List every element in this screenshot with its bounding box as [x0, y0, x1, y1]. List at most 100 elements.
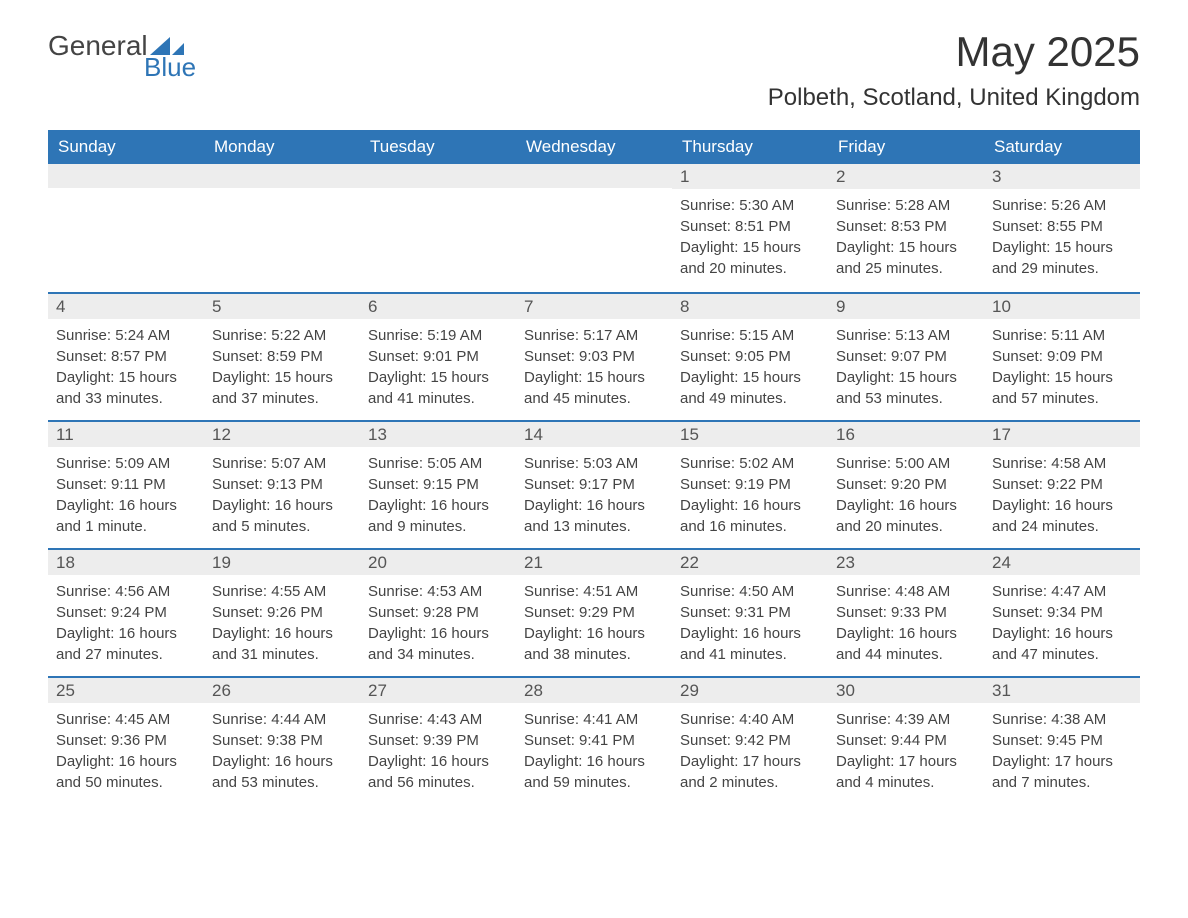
daylight-text: Daylight: 16 hours and 27 minutes. [56, 623, 196, 665]
title-block: May 2025 Polbeth, Scotland, United Kingd… [768, 28, 1140, 112]
sunrise-text: Sunrise: 5:24 AM [56, 325, 196, 346]
day-number: 15 [672, 422, 828, 447]
daylight-text: Daylight: 16 hours and 20 minutes. [836, 495, 976, 537]
sunset-text: Sunset: 9:29 PM [524, 602, 664, 623]
day-number: 7 [516, 294, 672, 319]
page-header: General Blue May 2025 Polbeth, Scotland,… [48, 28, 1140, 112]
day-details: Sunrise: 5:13 AMSunset: 9:07 PMDaylight:… [828, 319, 984, 417]
day-number: 27 [360, 678, 516, 703]
sunset-text: Sunset: 9:33 PM [836, 602, 976, 623]
week-row: 18Sunrise: 4:56 AMSunset: 9:24 PMDayligh… [48, 548, 1140, 676]
day-cell: 8Sunrise: 5:15 AMSunset: 9:05 PMDaylight… [672, 294, 828, 420]
daylight-text: Daylight: 15 hours and 37 minutes. [212, 367, 352, 409]
sunset-text: Sunset: 8:59 PM [212, 346, 352, 367]
day-cell: 31Sunrise: 4:38 AMSunset: 9:45 PMDayligh… [984, 678, 1140, 804]
sunset-text: Sunset: 9:38 PM [212, 730, 352, 751]
day-number: 17 [984, 422, 1140, 447]
day-number: 22 [672, 550, 828, 575]
day-number: 13 [360, 422, 516, 447]
sunset-text: Sunset: 9:24 PM [56, 602, 196, 623]
sunrise-text: Sunrise: 5:28 AM [836, 195, 976, 216]
day-cell: 23Sunrise: 4:48 AMSunset: 9:33 PMDayligh… [828, 550, 984, 676]
week-row: 4Sunrise: 5:24 AMSunset: 8:57 PMDaylight… [48, 292, 1140, 420]
sunset-text: Sunset: 9:39 PM [368, 730, 508, 751]
sunrise-text: Sunrise: 4:38 AM [992, 709, 1132, 730]
day-cell: 7Sunrise: 5:17 AMSunset: 9:03 PMDaylight… [516, 294, 672, 420]
sunset-text: Sunset: 9:36 PM [56, 730, 196, 751]
day-cell: 9Sunrise: 5:13 AMSunset: 9:07 PMDaylight… [828, 294, 984, 420]
day-details: Sunrise: 4:38 AMSunset: 9:45 PMDaylight:… [984, 703, 1140, 801]
daylight-text: Daylight: 16 hours and 24 minutes. [992, 495, 1132, 537]
day-details: Sunrise: 5:02 AMSunset: 9:19 PMDaylight:… [672, 447, 828, 545]
sunrise-text: Sunrise: 5:03 AM [524, 453, 664, 474]
logo: General Blue [48, 28, 196, 80]
day-cell: 15Sunrise: 5:02 AMSunset: 9:19 PMDayligh… [672, 422, 828, 548]
day-details: Sunrise: 5:30 AMSunset: 8:51 PMDaylight:… [672, 189, 828, 287]
month-title: May 2025 [768, 28, 1140, 76]
sunset-text: Sunset: 9:17 PM [524, 474, 664, 495]
day-cell: 25Sunrise: 4:45 AMSunset: 9:36 PMDayligh… [48, 678, 204, 804]
day-cell: 3Sunrise: 5:26 AMSunset: 8:55 PMDaylight… [984, 164, 1140, 292]
daylight-text: Daylight: 16 hours and 13 minutes. [524, 495, 664, 537]
sunset-text: Sunset: 9:01 PM [368, 346, 508, 367]
day-number: 3 [984, 164, 1140, 189]
weekday-header: Monday [204, 130, 360, 164]
sunrise-text: Sunrise: 5:26 AM [992, 195, 1132, 216]
sunset-text: Sunset: 9:05 PM [680, 346, 820, 367]
day-cell: 10Sunrise: 5:11 AMSunset: 9:09 PMDayligh… [984, 294, 1140, 420]
daylight-text: Daylight: 17 hours and 2 minutes. [680, 751, 820, 793]
daylight-text: Daylight: 16 hours and 9 minutes. [368, 495, 508, 537]
daylight-text: Daylight: 16 hours and 5 minutes. [212, 495, 352, 537]
logo-text-general: General [48, 32, 148, 60]
daylight-text: Daylight: 16 hours and 47 minutes. [992, 623, 1132, 665]
sunrise-text: Sunrise: 4:44 AM [212, 709, 352, 730]
day-details: Sunrise: 4:40 AMSunset: 9:42 PMDaylight:… [672, 703, 828, 801]
day-details: Sunrise: 4:50 AMSunset: 9:31 PMDaylight:… [672, 575, 828, 673]
day-cell [516, 164, 672, 292]
daylight-text: Daylight: 16 hours and 38 minutes. [524, 623, 664, 665]
sunrise-text: Sunrise: 5:13 AM [836, 325, 976, 346]
day-details: Sunrise: 5:22 AMSunset: 8:59 PMDaylight:… [204, 319, 360, 417]
day-cell: 11Sunrise: 5:09 AMSunset: 9:11 PMDayligh… [48, 422, 204, 548]
day-number: 18 [48, 550, 204, 575]
logo-text-blue: Blue [144, 54, 196, 80]
day-cell: 27Sunrise: 4:43 AMSunset: 9:39 PMDayligh… [360, 678, 516, 804]
day-number: 16 [828, 422, 984, 447]
sunrise-text: Sunrise: 4:58 AM [992, 453, 1132, 474]
day-number: 1 [672, 164, 828, 189]
day-details: Sunrise: 5:15 AMSunset: 9:05 PMDaylight:… [672, 319, 828, 417]
weekday-header: Saturday [984, 130, 1140, 164]
sunset-text: Sunset: 9:26 PM [212, 602, 352, 623]
daylight-text: Daylight: 16 hours and 41 minutes. [680, 623, 820, 665]
daylight-text: Daylight: 16 hours and 1 minute. [56, 495, 196, 537]
sunset-text: Sunset: 9:07 PM [836, 346, 976, 367]
sunset-text: Sunset: 9:11 PM [56, 474, 196, 495]
day-cell: 29Sunrise: 4:40 AMSunset: 9:42 PMDayligh… [672, 678, 828, 804]
day-cell: 18 Sunrise: 4:56 AMSunset: 9:24 PMDayligh… [48, 550, 204, 676]
day-number: 4 [48, 294, 204, 319]
weekday-header-row: SundayMondayTuesdayWednesdayThursdayFrid… [48, 130, 1140, 164]
location-subtitle: Polbeth, Scotland, United Kingdom [768, 84, 1140, 112]
sunrise-text: Sunrise: 5:15 AM [680, 325, 820, 346]
daylight-text: Daylight: 16 hours and 34 minutes. [368, 623, 508, 665]
empty-day-bar [516, 164, 672, 188]
daylight-text: Daylight: 15 hours and 53 minutes. [836, 367, 976, 409]
day-cell: 24Sunrise: 4:47 AMSunset: 9:34 PMDayligh… [984, 550, 1140, 676]
sunrise-text: Sunrise: 4:39 AM [836, 709, 976, 730]
day-details: Sunrise: 4:58 AMSunset: 9:22 PMDaylight:… [984, 447, 1140, 545]
day-cell: 28Sunrise: 4:41 AMSunset: 9:41 PMDayligh… [516, 678, 672, 804]
day-cell: 12Sunrise: 5:07 AMSunset: 9:13 PMDayligh… [204, 422, 360, 548]
sunrise-text: Sunrise: 5:30 AM [680, 195, 820, 216]
day-details: Sunrise: 5:26 AMSunset: 8:55 PMDaylight:… [984, 189, 1140, 287]
empty-day-bar [48, 164, 204, 188]
sunset-text: Sunset: 9:34 PM [992, 602, 1132, 623]
day-details: Sunrise: 5:09 AMSunset: 9:11 PMDaylight:… [48, 447, 204, 545]
day-number: 10 [984, 294, 1140, 319]
sunrise-text: Sunrise: 4:43 AM [368, 709, 508, 730]
sunrise-text: Sunrise: 4:41 AM [524, 709, 664, 730]
sunrise-text: Sunrise: 4:56 AM [56, 581, 196, 602]
day-details: Sunrise: 5:00 AMSunset: 9:20 PMDaylight:… [828, 447, 984, 545]
sunrise-text: Sunrise: 4:40 AM [680, 709, 820, 730]
day-cell: 2Sunrise: 5:28 AMSunset: 8:53 PMDaylight… [828, 164, 984, 292]
weekday-header: Thursday [672, 130, 828, 164]
